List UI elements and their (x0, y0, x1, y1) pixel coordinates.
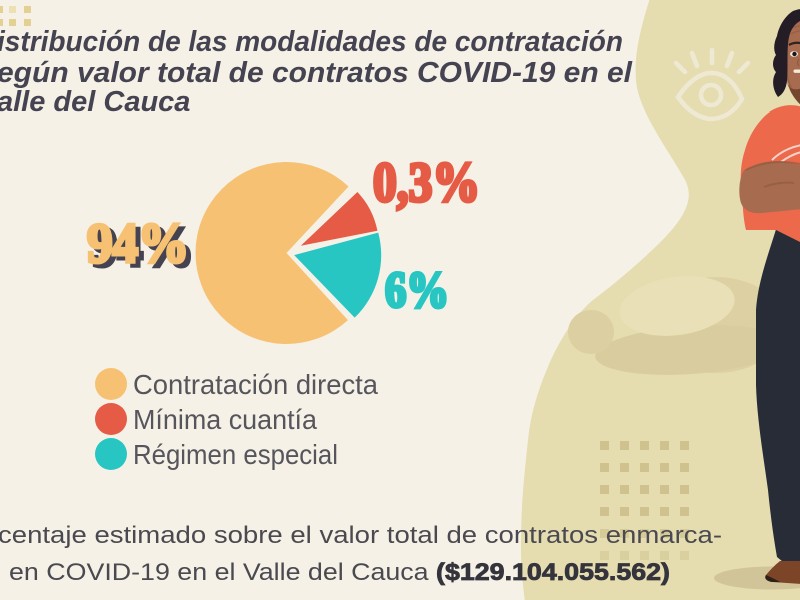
svg-text:en COVID-19 en el Valle del Ca: en COVID-19 en el Valle del Cauca ($129.… (9, 559, 670, 586)
svg-text:94%: 94% (92, 217, 194, 279)
svg-text:istribución de las modalidades: istribución de las modalidades de contra… (0, 26, 623, 58)
svg-text:centaje estimado sobre el valo: centaje estimado sobre el valor total de… (0, 522, 722, 549)
svg-text:0,3%: 0,3% (373, 152, 480, 214)
svg-text:Mínima cuantía: Mínima cuantía (133, 404, 317, 435)
svg-text:6%: 6% (385, 263, 449, 319)
svg-text:94%: 94% (87, 213, 189, 275)
svg-text:alle del Cauca: alle del Cauca (0, 86, 190, 118)
svg-text:Régimen especial: Régimen especial (133, 439, 338, 470)
svg-text:egún valor total de contratos: egún valor total de contratos COVID-19 e… (0, 57, 633, 89)
svg-text:Contratación directa: Contratación directa (133, 369, 378, 400)
